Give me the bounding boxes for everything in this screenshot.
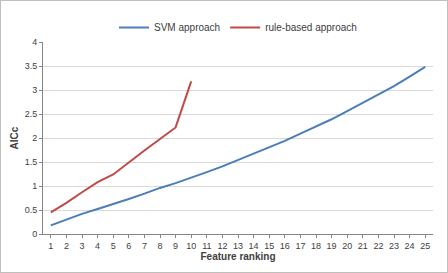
svg-text:24: 24 <box>405 241 415 251</box>
svg-text:9: 9 <box>173 241 178 251</box>
svg-text:7: 7 <box>142 241 147 251</box>
svg-text:6: 6 <box>126 241 131 251</box>
svg-text:3.5: 3.5 <box>25 61 38 71</box>
svg-text:Feature ranking: Feature ranking <box>200 251 275 262</box>
svg-text:15: 15 <box>264 241 274 251</box>
svg-text:AICc: AICc <box>9 126 20 149</box>
svg-text:5: 5 <box>111 241 116 251</box>
svg-text:2: 2 <box>32 133 37 143</box>
svg-text:21: 21 <box>358 241 368 251</box>
svg-text:19: 19 <box>327 241 337 251</box>
svg-text:4: 4 <box>95 241 100 251</box>
svg-text:23: 23 <box>389 241 399 251</box>
svg-text:11: 11 <box>202 241 211 251</box>
svg-text:17: 17 <box>295 241 305 251</box>
svg-text:1: 1 <box>48 241 53 251</box>
svg-text:13: 13 <box>233 241 243 251</box>
svg-text:3: 3 <box>79 241 84 251</box>
svg-text:18: 18 <box>311 241 321 251</box>
svg-text:25: 25 <box>420 241 430 251</box>
svg-text:3: 3 <box>32 85 37 95</box>
svg-text:0.5: 0.5 <box>25 205 38 215</box>
svg-text:0: 0 <box>32 229 37 239</box>
svg-text:16: 16 <box>280 241 290 251</box>
svg-text:12: 12 <box>217 241 227 251</box>
svg-text:14: 14 <box>249 241 259 251</box>
svg-text:SVM approach: SVM approach <box>154 22 220 33</box>
svg-text:1: 1 <box>32 181 37 191</box>
svg-text:1.5: 1.5 <box>25 157 38 167</box>
svg-text:2.5: 2.5 <box>25 109 38 119</box>
svg-text:20: 20 <box>342 241 352 251</box>
svg-text:2: 2 <box>64 241 69 251</box>
svg-text:22: 22 <box>373 241 383 251</box>
svg-text:4: 4 <box>32 37 37 47</box>
svg-text:8: 8 <box>157 241 162 251</box>
svg-text:10: 10 <box>186 241 196 251</box>
svg-text:rule-based approach: rule-based approach <box>265 22 357 33</box>
